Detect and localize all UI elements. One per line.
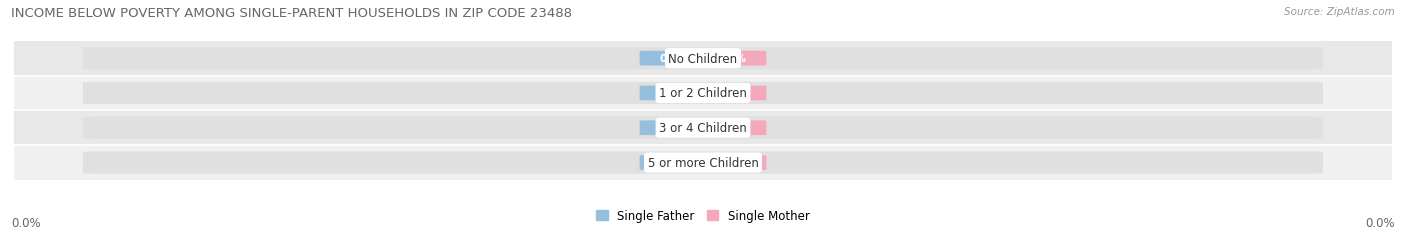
Bar bbox=[14, 76, 1392, 111]
Text: 5 or more Children: 5 or more Children bbox=[648, 156, 758, 169]
Bar bbox=[14, 111, 1392, 146]
FancyBboxPatch shape bbox=[83, 152, 1323, 174]
FancyBboxPatch shape bbox=[640, 86, 707, 101]
Text: 0.0%: 0.0% bbox=[659, 54, 688, 64]
Text: 0.0%: 0.0% bbox=[718, 123, 747, 133]
FancyBboxPatch shape bbox=[83, 117, 1323, 139]
Text: 0.0%: 0.0% bbox=[718, 54, 747, 64]
Text: 0.0%: 0.0% bbox=[659, 158, 688, 168]
FancyBboxPatch shape bbox=[640, 121, 707, 136]
Text: Source: ZipAtlas.com: Source: ZipAtlas.com bbox=[1284, 7, 1395, 17]
FancyBboxPatch shape bbox=[699, 155, 766, 170]
Text: 0.0%: 0.0% bbox=[718, 158, 747, 168]
Text: 0.0%: 0.0% bbox=[1365, 216, 1395, 229]
Text: No Children: No Children bbox=[668, 52, 738, 65]
Bar bbox=[14, 42, 1392, 76]
Text: 0.0%: 0.0% bbox=[11, 216, 41, 229]
FancyBboxPatch shape bbox=[640, 155, 707, 170]
Text: 3 or 4 Children: 3 or 4 Children bbox=[659, 122, 747, 135]
FancyBboxPatch shape bbox=[699, 52, 766, 66]
FancyBboxPatch shape bbox=[699, 121, 766, 136]
FancyBboxPatch shape bbox=[699, 86, 766, 101]
FancyBboxPatch shape bbox=[640, 52, 707, 66]
Text: 0.0%: 0.0% bbox=[718, 88, 747, 99]
FancyBboxPatch shape bbox=[83, 48, 1323, 70]
FancyBboxPatch shape bbox=[83, 82, 1323, 105]
Text: 1 or 2 Children: 1 or 2 Children bbox=[659, 87, 747, 100]
Legend: Single Father, Single Mother: Single Father, Single Mother bbox=[592, 205, 814, 227]
Text: 0.0%: 0.0% bbox=[659, 123, 688, 133]
Text: INCOME BELOW POVERTY AMONG SINGLE-PARENT HOUSEHOLDS IN ZIP CODE 23488: INCOME BELOW POVERTY AMONG SINGLE-PARENT… bbox=[11, 7, 572, 20]
Text: 0.0%: 0.0% bbox=[659, 88, 688, 99]
Bar bbox=[14, 146, 1392, 180]
